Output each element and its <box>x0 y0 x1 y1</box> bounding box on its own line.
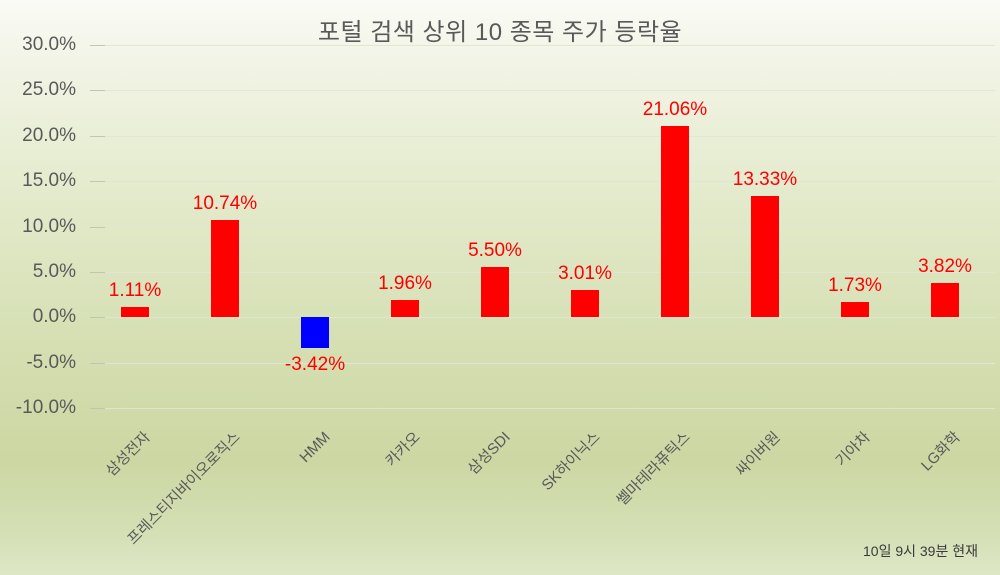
gridline <box>90 317 995 319</box>
bar-value-label: 5.50% <box>468 240 522 262</box>
y-tick-label: 10.0% <box>22 215 76 237</box>
y-axis-tick <box>90 181 105 183</box>
y-axis-tick <box>90 45 105 46</box>
bar <box>391 299 419 318</box>
gridline <box>90 90 995 92</box>
y-tick-label: 0.0% <box>32 306 76 328</box>
bar <box>571 290 599 318</box>
y-tick-label: 30.0% <box>22 34 76 55</box>
y-axis-tick <box>90 226 105 228</box>
y-axis-tick <box>90 272 105 273</box>
gridline <box>90 362 995 364</box>
bar-value-label: -3.42% <box>284 354 346 376</box>
gridline <box>90 135 995 137</box>
bar <box>661 126 689 318</box>
y-tick-label: 5.0% <box>32 261 76 282</box>
bar-value-label: 3.82% <box>918 255 972 277</box>
bar <box>931 282 959 318</box>
gridline <box>90 226 995 228</box>
y-tick-label: 25.0% <box>22 79 76 101</box>
y-tick-label: -10.0% <box>15 397 76 419</box>
y-axis-tick <box>90 317 105 319</box>
bar <box>301 317 329 349</box>
y-axis-tick <box>90 408 105 410</box>
y-tick-label: 15.0% <box>22 170 76 192</box>
gridline <box>90 408 995 410</box>
bar <box>211 219 239 318</box>
bar-value-label: 1.11% <box>108 280 162 302</box>
y-tick-label: -5.0% <box>26 351 76 373</box>
bar-value-label: 1.73% <box>828 274 882 296</box>
bar <box>481 267 509 318</box>
bar-value-label: 13.33% <box>732 169 798 191</box>
y-axis-tick <box>90 135 105 137</box>
bar <box>121 307 149 318</box>
bar <box>751 196 779 318</box>
y-tick-label: 20.0% <box>22 124 76 146</box>
gridline <box>90 181 995 183</box>
gridline <box>90 45 995 46</box>
gridline <box>90 272 995 273</box>
chart-title: 포털 검색 상위 10 종목 주가 등락율 <box>317 19 683 46</box>
bar-value-label: 21.06% <box>642 99 708 121</box>
bar-value-label: 10.74% <box>192 192 258 214</box>
y-axis-tick <box>90 90 105 92</box>
timestamp-note: 10일 9시 39분 현재 <box>863 543 978 559</box>
bar-value-label: 1.96% <box>378 272 432 294</box>
bar <box>841 301 869 318</box>
bar-value-label: 3.01% <box>558 263 612 285</box>
y-axis-tick <box>90 362 105 364</box>
